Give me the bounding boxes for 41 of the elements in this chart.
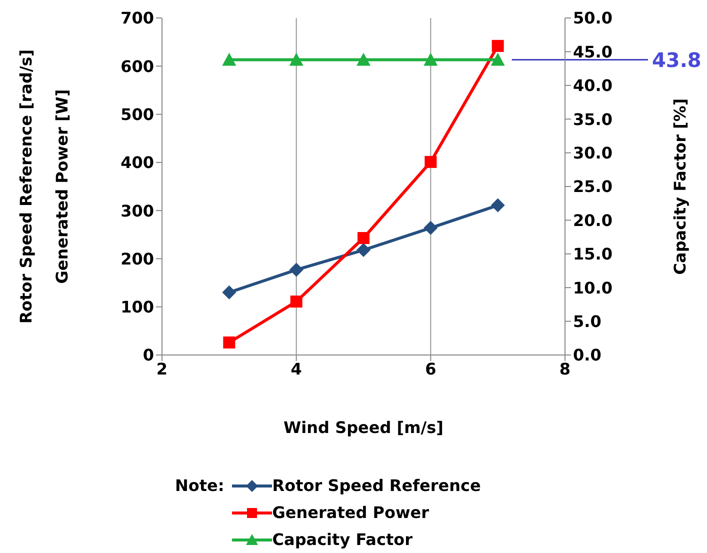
legend-title: Note:: [175, 475, 224, 497]
point: [490, 198, 505, 212]
y-tick-label: 700: [120, 8, 154, 28]
legend-label: Rotor Speed Reference: [272, 476, 481, 495]
y-tick-label: 500: [120, 104, 154, 124]
y2-tick-label: 45.0: [573, 42, 612, 62]
point: [290, 296, 302, 308]
y2-tick-label: 20.0: [573, 210, 612, 230]
y2-tick-label: 10.0: [573, 278, 612, 298]
y-tick-label: 600: [120, 56, 154, 76]
x-tick-label: 4: [290, 359, 302, 378]
y2-tick-label: 50.0: [573, 8, 612, 28]
y2-tick-label: 0.0: [573, 346, 602, 365]
y-tick-label: 0: [142, 346, 154, 365]
y2-tick-label: 25.0: [573, 177, 612, 196]
point: [424, 220, 438, 235]
y-axis-title: Rotor Speed Reference [rad/s] Generated Power [W]: [16, 49, 72, 324]
y-tick-label: 300: [120, 201, 154, 220]
point: [289, 262, 304, 277]
x-tick-label: 8: [559, 359, 571, 378]
point: [492, 40, 504, 52]
point: [356, 243, 370, 258]
x-tick-label: 6: [425, 359, 436, 378]
y2-tick-label: 30.0: [573, 143, 612, 162]
x-axis-title: Wind Speed [m/s]: [284, 418, 444, 437]
y-tick-label: 100: [120, 298, 154, 317]
point: [222, 285, 236, 300]
y2-tick-label: 40.0: [573, 76, 612, 96]
legend-label: Generated Power: [272, 503, 429, 522]
point: [223, 336, 236, 348]
y2-tick-label: 35.0: [573, 110, 612, 129]
y2-tick-label: 15.0: [573, 244, 612, 264]
point: [424, 156, 437, 168]
x-tick-label: 2: [156, 359, 168, 378]
point: [358, 232, 370, 244]
y-tick-label: 400: [120, 153, 154, 172]
text: 43.8: [652, 48, 702, 72]
legend-label: Capacity Factor: [272, 530, 412, 549]
y2-axis-title: Capacity Factor [%]: [670, 98, 690, 275]
y2-tick-label: 5.0: [573, 312, 602, 331]
y-tick-label: 200: [120, 249, 154, 268]
